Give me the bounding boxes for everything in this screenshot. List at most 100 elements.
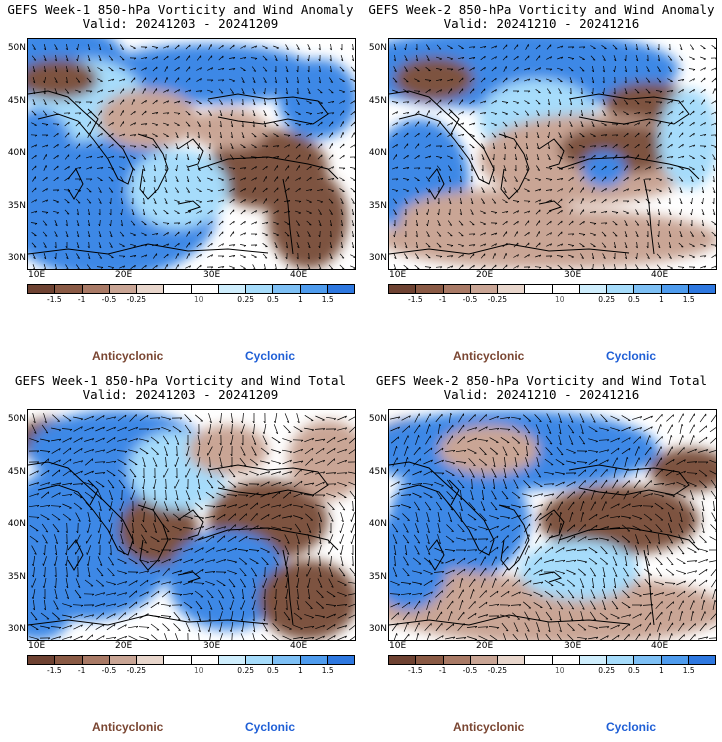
- wind-arrow-head: [692, 256, 695, 258]
- wind-arrow-head: [224, 514, 226, 517]
- wind-arrow: [275, 77, 277, 83]
- wind-arrow: [390, 514, 400, 520]
- coastline: [28, 90, 134, 185]
- wind-arrow: [492, 253, 496, 259]
- wind-arrow: [479, 513, 487, 521]
- wind-arrow: [97, 89, 103, 93]
- wind-arrow: [217, 480, 225, 488]
- wind-arrow-head: [229, 618, 232, 622]
- wind-arrow-head: [212, 535, 215, 539]
- wind-arrow-head: [70, 625, 72, 628]
- wind-arrow-head: [492, 147, 495, 150]
- wind-arrow-head: [438, 224, 441, 227]
- wind-arrow-head: [561, 178, 564, 181]
- wind-arrow: [163, 209, 169, 215]
- wind-arrow: [128, 590, 138, 598]
- wind-arrow-head: [240, 629, 243, 633]
- colorbar-tick: 0.5: [267, 666, 279, 675]
- wind-arrow: [43, 99, 47, 105]
- wind-arrow-head: [44, 235, 48, 237]
- wind-arrow-head: [493, 465, 496, 468]
- wind-arrow: [141, 264, 147, 269]
- wind-arrow-head: [296, 92, 299, 95]
- wind-arrow-head: [81, 470, 83, 473]
- wind-arrow: [238, 482, 248, 486]
- wind-arrow: [88, 241, 90, 249]
- wind-arrow-head: [142, 169, 146, 172]
- wind-arrow-head: [592, 59, 596, 61]
- wind-arrow: [567, 589, 575, 599]
- wind-arrow: [273, 578, 279, 588]
- wind-arrow-head: [461, 577, 464, 581]
- wind-arrow: [73, 470, 83, 476]
- wind-arrow: [591, 121, 595, 127]
- wind-arrow-head: [219, 147, 222, 150]
- wind-arrow: [711, 254, 716, 258]
- wind-arrow-head: [515, 191, 519, 193]
- wind-arrow: [609, 527, 621, 529]
- wind-arrow: [678, 143, 684, 149]
- wind-arrow: [524, 188, 530, 192]
- wind-arrow-head: [76, 47, 78, 51]
- wind-arrow: [304, 470, 314, 476]
- wind-arrow-head: [256, 550, 260, 552]
- wind-arrow-head: [344, 595, 347, 597]
- wind-arrow-head: [473, 100, 475, 103]
- wind-arrow-head: [166, 222, 170, 225]
- wind-arrow: [558, 512, 562, 522]
- wind-arrow: [306, 523, 312, 533]
- wind-arrow: [503, 66, 507, 72]
- wind-arrow-head: [188, 630, 191, 632]
- wind-arrow-head: [615, 467, 618, 471]
- wind-arrow-head: [146, 440, 150, 443]
- wind-arrow-head: [103, 461, 106, 464]
- wind-arrow: [86, 534, 92, 544]
- wind-arrow-head: [200, 243, 202, 246]
- wind-arrow: [94, 472, 106, 474]
- wind-arrow-head: [394, 202, 397, 204]
- wind-arrow: [54, 88, 58, 94]
- wind-arrow: [185, 611, 191, 621]
- wind-arrow: [700, 133, 706, 137]
- wind-arrow: [153, 153, 157, 161]
- wind-arrow: [667, 523, 673, 533]
- wind-arrow-head: [409, 415, 411, 418]
- wind-arrow: [106, 581, 116, 585]
- wind-arrow: [318, 545, 322, 555]
- wind-arrow-head: [202, 558, 204, 561]
- wind-arrow: [632, 427, 642, 431]
- wind-arrow: [401, 504, 411, 508]
- wind-arrow-head: [459, 213, 462, 216]
- wind-arrow-head: [111, 168, 115, 170]
- wind-arrow: [297, 76, 299, 84]
- wind-arrow-head: [547, 124, 550, 128]
- wind-arrow-head: [266, 187, 268, 191]
- wind-arrow: [251, 210, 257, 214]
- wind-arrow: [557, 209, 563, 215]
- wind-arrow: [315, 415, 325, 421]
- wind-arrow: [196, 264, 202, 269]
- wind-arrow-head: [404, 47, 406, 51]
- wind-arrow: [54, 545, 58, 555]
- wind-arrow-head: [253, 630, 256, 633]
- wind-arrow: [62, 437, 72, 443]
- wind-arrow-head: [591, 91, 594, 95]
- wind-arrow: [152, 56, 158, 60]
- wind-arrow-head: [581, 586, 585, 588]
- wind-arrow-head: [695, 570, 698, 573]
- wind-arrow-head: [571, 596, 575, 599]
- wind-arrow-head: [321, 112, 324, 115]
- wind-arrow-head: [613, 92, 616, 95]
- wind-arrow-head: [101, 89, 104, 92]
- wind-arrow-head: [437, 190, 440, 194]
- wind-arrow: [141, 232, 147, 236]
- wind-arrow-head: [514, 158, 517, 161]
- wind-arrow-head: [322, 506, 325, 509]
- wind-arrow: [31, 122, 37, 126]
- wind-arrow: [197, 44, 201, 50]
- wind-arrow: [152, 133, 158, 137]
- wind-arrow: [339, 100, 345, 104]
- wind-arrow-head: [81, 448, 83, 451]
- wind-arrow-head: [640, 427, 642, 430]
- wind-arrow-head: [514, 168, 517, 172]
